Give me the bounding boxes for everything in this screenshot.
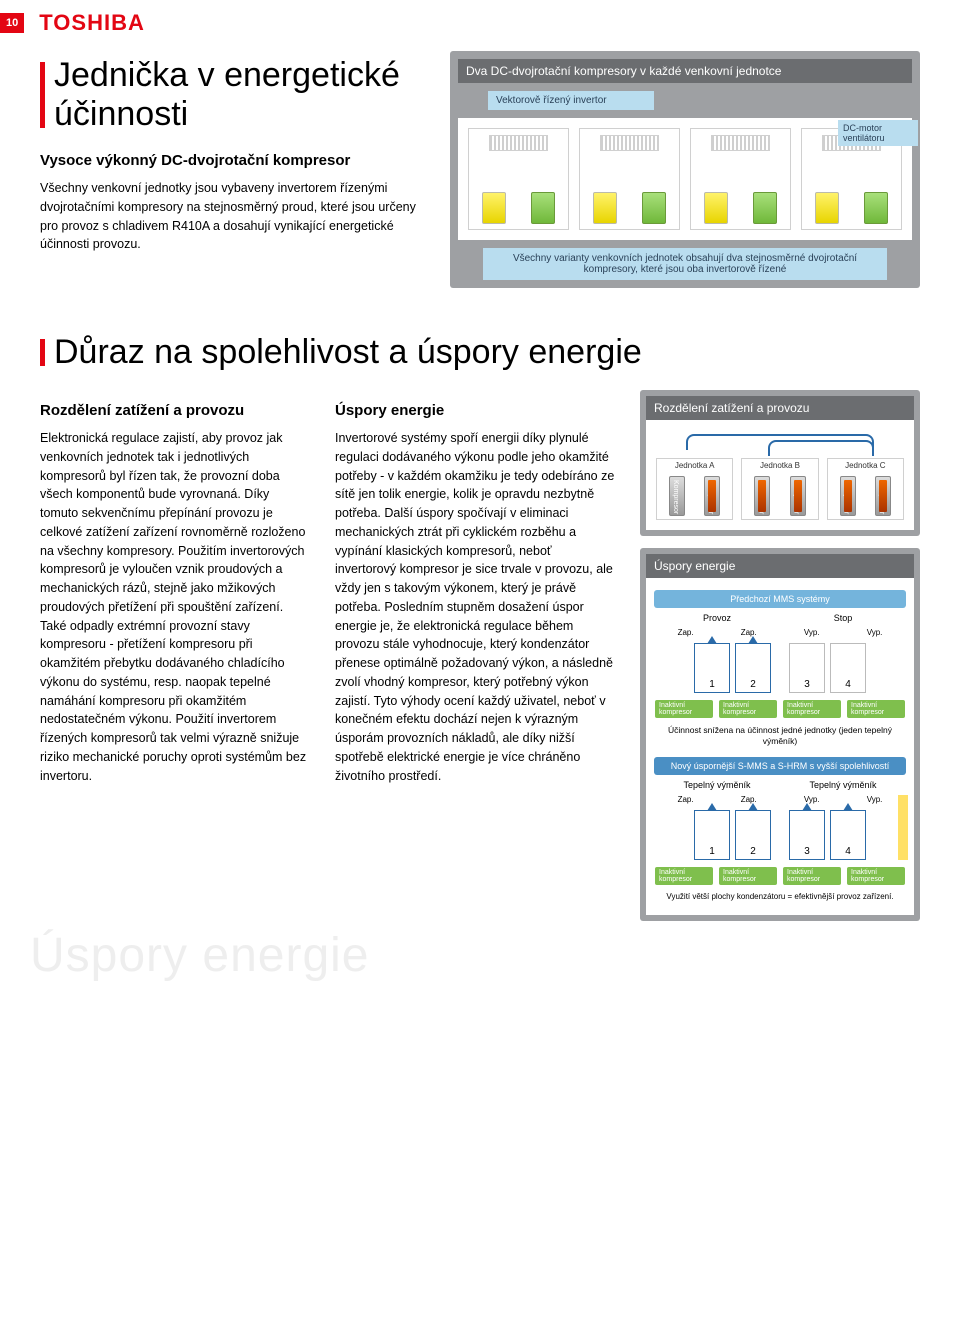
exchanger-group-2: 1 2 3 4 xyxy=(654,810,906,860)
background-watermark: Úspory energie xyxy=(30,928,370,983)
load-panel-head: Rozdělení zatížení a provozu xyxy=(646,396,914,420)
efficiency-note-1: Účinnost snížena na účinnost jedné jedno… xyxy=(654,725,906,747)
section-1: Jednička v energetické účinnosti Vysoce … xyxy=(40,51,920,288)
invertor-label: Vektorově řízený invertor xyxy=(488,91,654,110)
panel-title: Dva DC-dvojrotační kompresory v každé ve… xyxy=(458,59,912,83)
provoz-label: Provoz xyxy=(654,613,780,623)
page-number: 10 xyxy=(0,13,24,33)
heat-exchanger-side-icon xyxy=(898,795,908,860)
dc-motor-label: DC-motor ventilátoru xyxy=(838,120,918,146)
section1-title: Jednička v energetické účinnosti xyxy=(40,56,420,134)
exchanger-group-1: 1 2 3 4 xyxy=(654,643,906,693)
outdoor-unit xyxy=(468,128,569,230)
panel-caption: Všechny varianty venkovních jednotek obs… xyxy=(483,248,887,280)
outdoor-unit xyxy=(690,128,791,230)
col1-heading: Rozdělení zatížení a provozu xyxy=(40,402,310,419)
top-bar: 10 TOSHIBA xyxy=(0,0,960,41)
units-diagram: DC-motor ventilátoru xyxy=(458,118,912,240)
section2-title: Důraz na spolehlivost a úspory energie xyxy=(40,333,920,372)
compressor-panel: Dva DC-dvojrotační kompresory v každé ve… xyxy=(450,51,920,288)
section-2: Důraz na spolehlivost a úspory energie R… xyxy=(40,333,920,933)
tv-label: Tepelný výměník xyxy=(654,780,780,790)
load-distribution-panel: Rozdělení zatížení a provozu Jednotka A … xyxy=(640,390,920,536)
efficiency-note-2: Využití větší plochy kondenzátoru = efek… xyxy=(654,892,906,902)
unit-a: Jednotka A KompresorKompresor xyxy=(656,458,733,520)
section1-body: Všechny venkovní jednotky jsou vybaveny … xyxy=(40,179,420,254)
unit-b: Jednotka B KompresorKompresor xyxy=(741,458,818,520)
new-systems-bar: Nový úspornější S-MMS a S-HRM s vyšší sp… xyxy=(654,757,906,775)
brand-logo: TOSHIBA xyxy=(39,10,145,36)
energy-panel-head: Úspory energie xyxy=(646,554,914,578)
unit-c: Jednotka C KompresorKompresor xyxy=(827,458,904,520)
col1-body: Elektronická regulace zajistí, aby provo… xyxy=(40,429,310,785)
col2-heading: Úspory energie xyxy=(335,402,615,419)
col2-body: Invertorové systémy spoří energii díky p… xyxy=(335,429,615,785)
previous-systems-bar: Předchozí MMS systémy xyxy=(654,590,906,608)
stop-label: Stop xyxy=(780,613,906,623)
tv-label: Tepelný výměník xyxy=(780,780,906,790)
section1-subtitle: Vysoce výkonný DC-dvojrotační kompresor xyxy=(40,152,420,169)
energy-savings-panel: Úspory energie Předchozí MMS systémy Pro… xyxy=(640,548,920,920)
outdoor-unit xyxy=(579,128,680,230)
